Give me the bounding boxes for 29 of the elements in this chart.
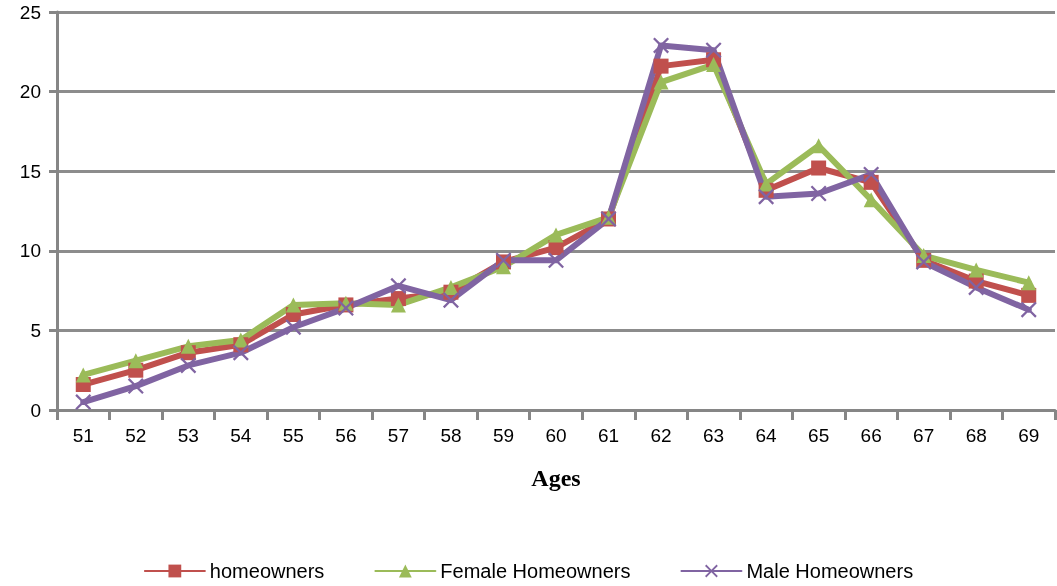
x-tick-label: 58	[440, 425, 462, 446]
x-tick-label: 65	[808, 425, 830, 446]
x-tick-label: 61	[597, 425, 620, 446]
x-tick-label: 57	[387, 425, 409, 446]
x-tick-label: 68	[965, 425, 987, 446]
x-tick-label: 51	[72, 425, 94, 446]
x-tick-label: 60	[545, 425, 567, 446]
x-axis-title: Ages	[531, 465, 581, 491]
y-tick-label: 10	[19, 240, 41, 262]
y-tick-label: 25	[19, 1, 41, 23]
x-tick-label: 66	[860, 425, 882, 446]
x-tick-label: 56	[335, 425, 357, 446]
x-tick-label: 64	[755, 425, 778, 446]
x-tick-label: 54	[230, 425, 252, 446]
y-tick-label: 0	[30, 399, 41, 421]
legend-label: Female Homeowners	[440, 560, 631, 582]
legend-label: Male Homeowners	[746, 560, 914, 582]
x-tick-label: 59	[492, 425, 515, 446]
x-tick-label: 69	[1018, 425, 1040, 446]
y-tick-label: 15	[19, 160, 41, 182]
y-tick-label: 5	[30, 319, 41, 341]
y-tick-label: 20	[19, 81, 41, 103]
x-tick-label: 62	[650, 425, 672, 446]
x-tick-label: 67	[913, 425, 935, 446]
x-tick-label: 53	[177, 425, 199, 446]
x-tick-label: 63	[703, 425, 725, 446]
x-tick-label: 55	[282, 425, 304, 446]
x-tick-label: 52	[125, 425, 147, 446]
legend-label: homeowners	[209, 560, 325, 582]
